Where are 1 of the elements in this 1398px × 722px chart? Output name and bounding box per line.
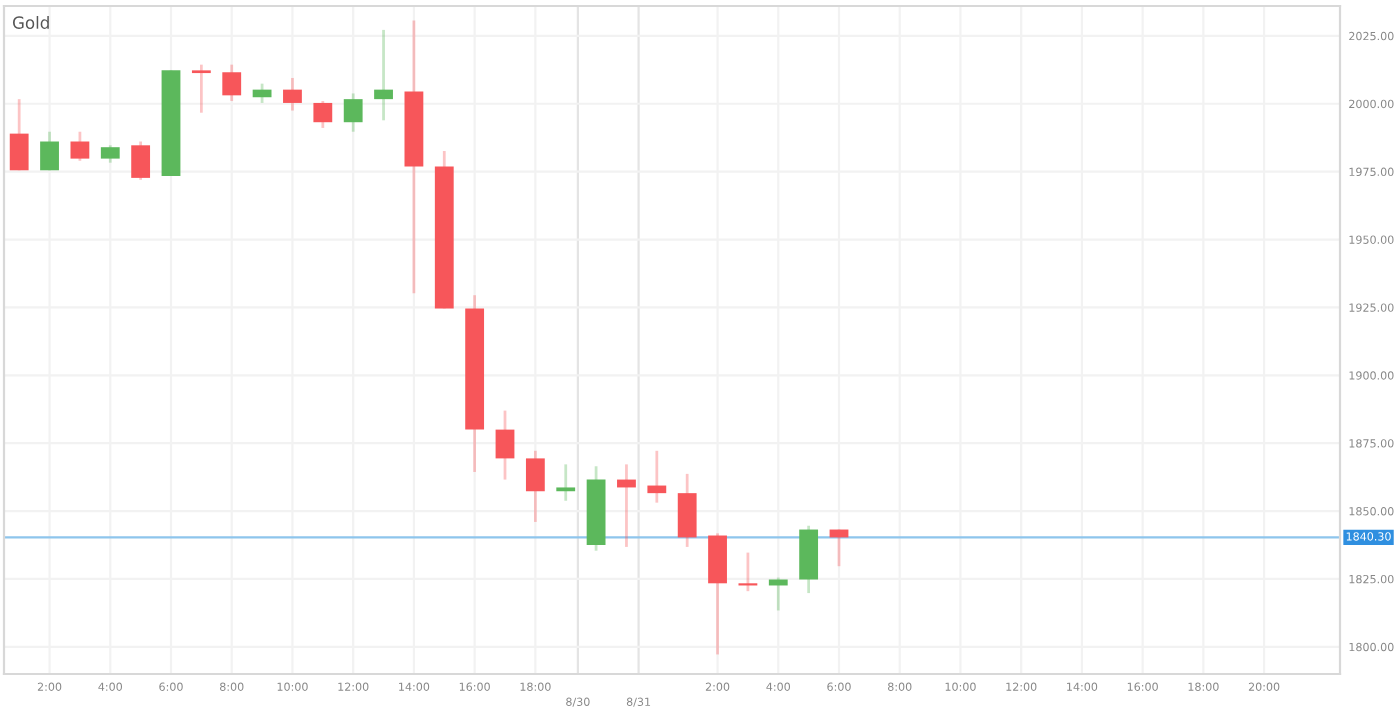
chart-title: Gold: [12, 16, 49, 29]
